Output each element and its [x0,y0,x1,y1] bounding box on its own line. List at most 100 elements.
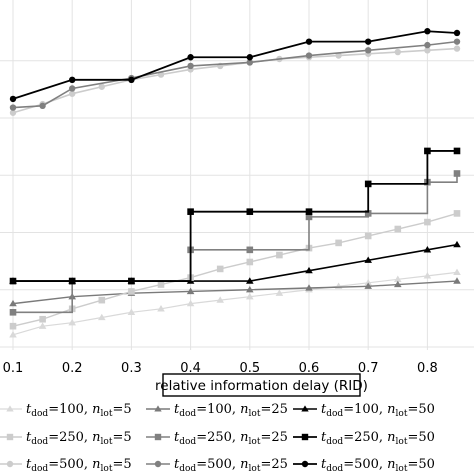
data-point [128,277,135,285]
data-point [453,277,461,284]
x-tick-label: 0.8 [417,361,438,376]
legend-label: tdod=250, nlot=50 [321,430,435,447]
x-tick-label: 0.3 [121,361,142,376]
data-point [364,256,372,263]
data-point [276,251,283,259]
data-point [305,38,313,45]
series-square-250-5 [9,210,461,330]
legend-label: tdod=500, nlot=25 [174,457,288,474]
data-point [424,47,431,54]
series-circle-500-25 [9,38,461,111]
data-point [9,109,17,116]
data-point [453,268,461,276]
legend-swatch-marker [6,433,14,441]
data-point [186,287,195,295]
data-point [424,28,431,35]
series-line [12,47,458,114]
data-point [453,38,461,45]
legend-swatch-marker [6,405,14,412]
series-line [13,150,457,282]
series-triangle-100-5 [9,268,461,338]
legend-entry: tdod=250, nlot=5 [0,430,132,447]
x-tick-label: 0.6 [299,361,320,376]
data-point [9,322,17,330]
data-point [38,322,47,329]
data-point [98,296,106,304]
data-point [187,208,194,215]
series-line [12,30,458,100]
data-point [364,180,372,188]
data-point [365,47,372,54]
data-point [68,318,76,326]
x-tick-label: 0.1 [3,361,24,376]
data-point [128,76,135,84]
data-point [423,272,432,279]
data-point [246,54,253,61]
data-point [157,305,165,312]
data-point [305,266,313,274]
data-point [453,170,461,177]
legend-entry: tdod=250, nlot=50 [293,430,435,447]
legend-entry: tdod=500, nlot=25 [146,457,288,474]
data-point [216,265,224,273]
data-point [9,299,17,307]
data-point [424,147,431,155]
data-point [157,281,165,288]
series-square-250-25 [9,170,461,316]
series-square-250-50 [9,147,461,285]
data-point [305,213,313,221]
data-point [186,299,195,307]
data-point [127,308,136,315]
legend-entry: tdod=250, nlot=25 [146,430,288,447]
legend-label: tdod=250, nlot=5 [26,430,132,447]
data-point [394,225,402,233]
legend-swatch-marker [301,433,309,441]
data-point [423,246,432,253]
legend-label: tdod=250, nlot=25 [174,430,288,447]
data-point [453,240,461,248]
legend-label: tdod=100, nlot=25 [174,402,288,419]
data-point [275,289,284,296]
data-point [305,52,313,59]
x-tick-label: 0.4 [180,361,201,376]
legend-entry: tdod=100, nlot=5 [0,402,132,419]
data-point [424,218,431,226]
data-point [394,275,402,282]
data-point [453,147,461,155]
x-tick-labels: 0.1 0.2 0.3 0.4 0.5 0.6 0.7 0.8 [3,361,438,376]
data-point [335,239,342,247]
legend-label: tdod=100, nlot=50 [321,402,435,419]
data-point [364,282,372,289]
legend-label: tdod=100, nlot=5 [26,402,132,419]
data-point [69,90,76,97]
legend-swatch-marker [154,460,162,468]
data-point [453,45,461,52]
legend-swatch-marker [6,460,14,468]
x-axis-label-text: relative information delay (RID) [155,378,368,394]
data-point [424,41,431,49]
data-point [246,59,253,66]
data-point [246,208,254,215]
data-point [69,76,76,84]
series-circle-500-50 [9,28,461,103]
data-point [246,277,254,284]
data-point [9,277,17,285]
data-point [128,288,135,295]
x-tick-label: 0.2 [62,361,83,376]
data-point [98,313,106,321]
legend-entry: tdod=500, nlot=50 [293,457,435,474]
data-point [365,38,372,45]
data-point [9,95,17,103]
data-point [216,296,224,303]
data-point [394,280,402,288]
data-point [9,309,17,316]
data-point [39,315,46,323]
data-point [394,48,401,56]
legend-label: tdod=500, nlot=50 [321,457,435,474]
legend-swatch-marker [301,405,309,412]
data-point [246,285,254,293]
data-point [364,232,372,240]
data-point [246,246,254,254]
data-point [9,104,17,111]
